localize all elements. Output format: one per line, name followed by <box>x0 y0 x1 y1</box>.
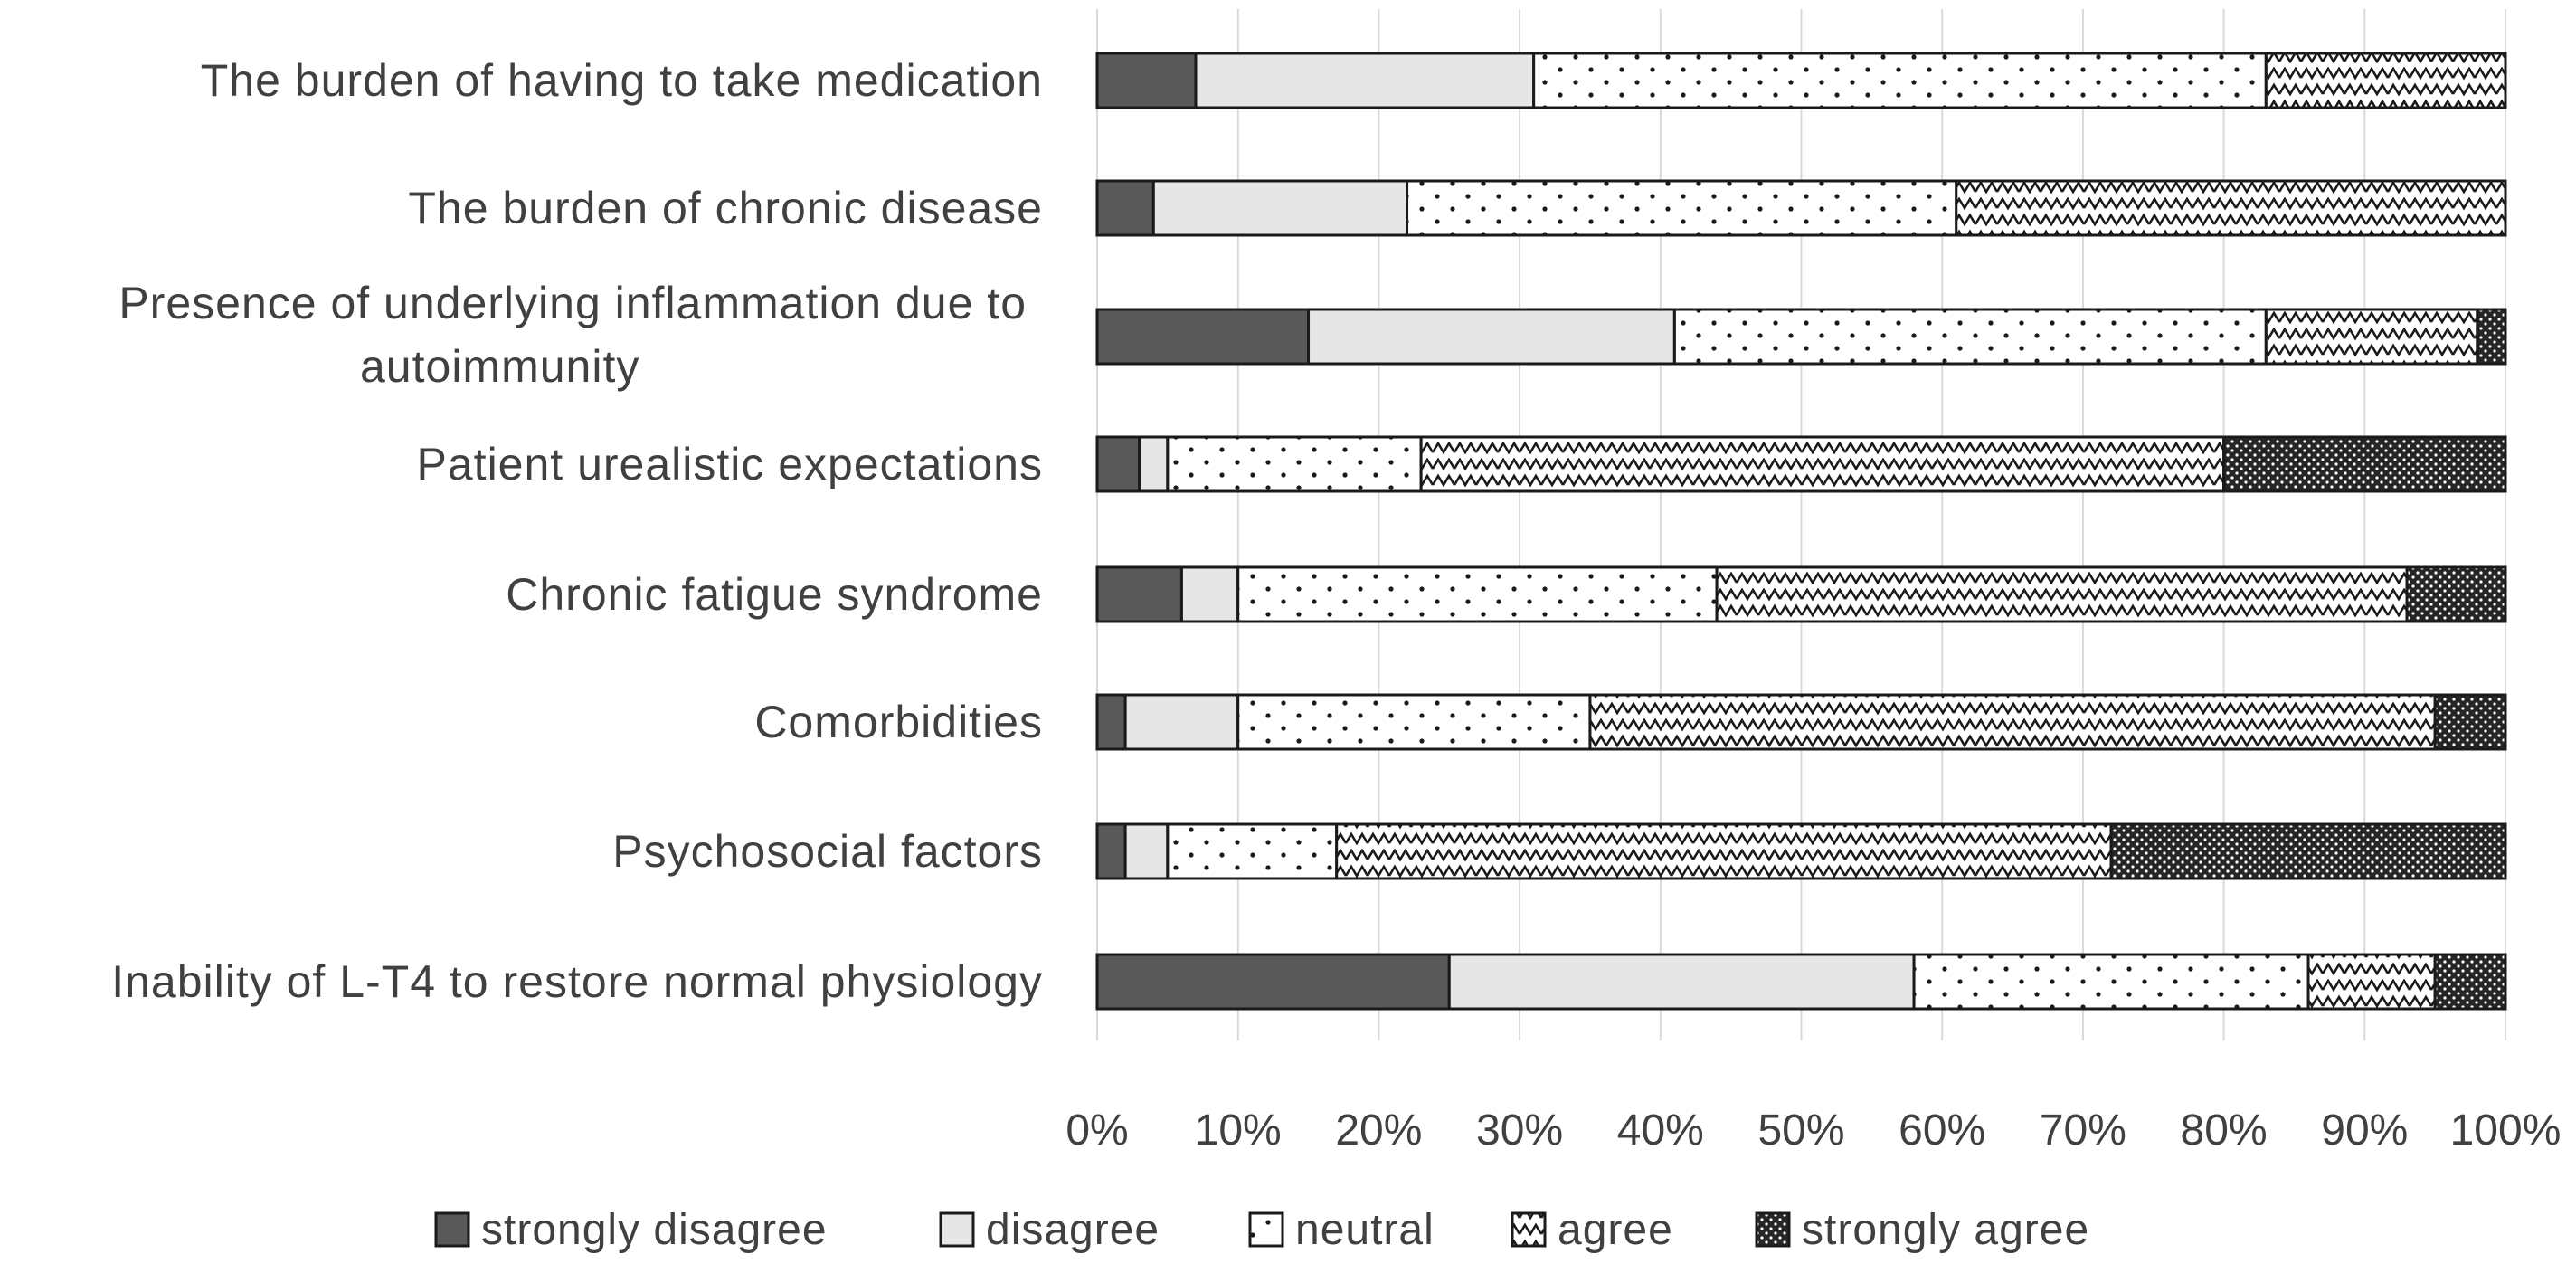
bar-neutral-presence-of-underlying-inflammation-due-to-autoimmunity <box>1672 308 2268 366</box>
x-tick-label-90: 90% <box>2321 1107 2408 1154</box>
legend-label-strongly-agree: strongly agree <box>1802 1206 2089 1254</box>
legend: strongly disagree disagree neutral agree str… <box>434 1206 2089 1254</box>
category-label-presence-of-underlying-inflammation-due-to: Presence of underlying inflammation due … <box>118 278 1027 328</box>
bar-strongly-agree-presence-of-underlying-inflammation-due-to-autoimmunity <box>2476 308 2507 366</box>
bar-neutral-inability-of-l-t4-to-restore-normal-physiology <box>1912 953 2310 1011</box>
x-tick-label-10: 10% <box>1195 1107 1282 1154</box>
category-label-autoimmunity: autoimmunity <box>360 341 639 392</box>
x-tick-label-30: 30% <box>1476 1107 1563 1154</box>
category-label-comorbidities: Comorbidities <box>754 697 1043 747</box>
x-axis-ticks: 0% 10% 20% 30% 40% 50% 60% 70% 80% 90% 100% <box>1065 1107 2561 1154</box>
bar-agree-comorbidities <box>1588 693 2437 751</box>
bar-strongly-agree-patient-urealistic-expectations <box>2222 435 2507 493</box>
bar-agree-the-burden-of-chronic-disease <box>1955 179 2507 237</box>
bar-agree-chronic-fatigue-syndrome <box>1715 565 2409 623</box>
x-tick-label-60: 60% <box>1899 1107 1985 1154</box>
legend-label-agree: agree <box>1558 1206 1673 1254</box>
bar-disagree-presence-of-underlying-inflammation-due-to-autoimmunity <box>1307 308 1676 366</box>
category-label-chronic-fatigue-syndrome: Chronic fatigue syndrome <box>506 569 1043 620</box>
legend-swatch-agree <box>1511 1211 1547 1248</box>
legend-swatch-disagree <box>939 1211 975 1248</box>
bar-agree-patient-urealistic-expectations <box>1419 435 2226 493</box>
bar-strongly-disagree-psychosocial-factors <box>1095 822 1127 880</box>
gridlines <box>1096 9 2506 1040</box>
bar-agree-psychosocial-factors <box>1335 822 2113 880</box>
bar-disagree-inability-of-l-t4-to-restore-normal-physiology <box>1447 953 1916 1011</box>
x-tick-label-70: 70% <box>2040 1107 2126 1154</box>
category-labels: The burden of having to take medication T… <box>111 55 1043 1007</box>
legend-swatch-strongly-disagree <box>434 1211 470 1248</box>
bar-strongly-agree-psychosocial-factors <box>2109 822 2507 880</box>
bar-strongly-disagree-comorbidities <box>1095 693 1127 751</box>
bar-strongly-disagree-the-burden-of-having-to-take-medication <box>1095 52 1198 109</box>
bars <box>1095 52 2507 1011</box>
category-label-psychosocial-factors: Psychosocial factors <box>612 826 1043 877</box>
bar-disagree-comorbidities <box>1123 693 1240 751</box>
bar-agree-the-burden-of-having-to-take-medication <box>2264 52 2507 109</box>
bar-strongly-disagree-patient-urealistic-expectations <box>1095 435 1141 493</box>
bar-agree-inability-of-l-t4-to-restore-normal-physiology <box>2306 953 2437 1011</box>
bar-neutral-psychosocial-factors <box>1166 822 1339 880</box>
legend-swatch-strongly-agree <box>1755 1211 1791 1248</box>
category-label-patient-urealistic-expectations: Patient urealistic expectations <box>417 439 1043 489</box>
category-label-the-burden-of-having-to-take-medication: The burden of having to take medication <box>201 55 1043 106</box>
bar-strongly-agree-comorbidities <box>2433 693 2507 751</box>
category-label-inability-of-l-t4-to-restore-normal-physiology: Inability of L-T4 to restore normal phys… <box>111 956 1043 1007</box>
x-tick-label-20: 20% <box>1335 1107 1422 1154</box>
bar-neutral-the-burden-of-having-to-take-medication <box>1532 52 2268 109</box>
bar-disagree-the-burden-of-having-to-take-medication <box>1194 52 1536 109</box>
bar-disagree-the-burden-of-chronic-disease <box>1151 179 1409 237</box>
bar-disagree-chronic-fatigue-syndrome <box>1179 565 1240 623</box>
bar-agree-presence-of-underlying-inflammation-due-to-autoimmunity <box>2264 308 2479 366</box>
bar-neutral-chronic-fatigue-syndrome <box>1236 565 1719 623</box>
bar-neutral-comorbidities <box>1236 693 1592 751</box>
x-tick-label-80: 80% <box>2181 1107 2268 1154</box>
bar-strongly-disagree-inability-of-l-t4-to-restore-normal-physiology <box>1095 953 1451 1011</box>
bar-disagree-psychosocial-factors <box>1123 822 1170 880</box>
bar-strongly-disagree-chronic-fatigue-syndrome <box>1095 565 1183 623</box>
category-label-the-burden-of-chronic-disease: The burden of chronic disease <box>408 183 1043 233</box>
bar-disagree-patient-urealistic-expectations <box>1138 435 1170 493</box>
bar-strongly-disagree-the-burden-of-chronic-disease <box>1095 179 1155 237</box>
legend-label-strongly-disagree: strongly disagree <box>481 1206 828 1254</box>
legend-label-neutral: neutral <box>1295 1206 1435 1254</box>
bar-strongly-agree-chronic-fatigue-syndrome <box>2405 565 2507 623</box>
bar-strongly-disagree-presence-of-underlying-inflammation-due-to-autoimmunity <box>1095 308 1311 366</box>
legend-swatch-neutral <box>1248 1211 1284 1248</box>
bar-strongly-agree-inability-of-l-t4-to-restore-normal-physiology <box>2433 953 2507 1011</box>
x-tick-label-100: 100% <box>2450 1107 2562 1154</box>
x-tick-label-40: 40% <box>1617 1107 1704 1154</box>
x-tick-label-0: 0% <box>1065 1107 1128 1154</box>
legend-label-disagree: disagree <box>986 1206 1160 1254</box>
bar-neutral-patient-urealistic-expectations <box>1166 435 1423 493</box>
x-tick-label-50: 50% <box>1757 1107 1844 1154</box>
bar-neutral-the-burden-of-chronic-disease <box>1406 179 1958 237</box>
